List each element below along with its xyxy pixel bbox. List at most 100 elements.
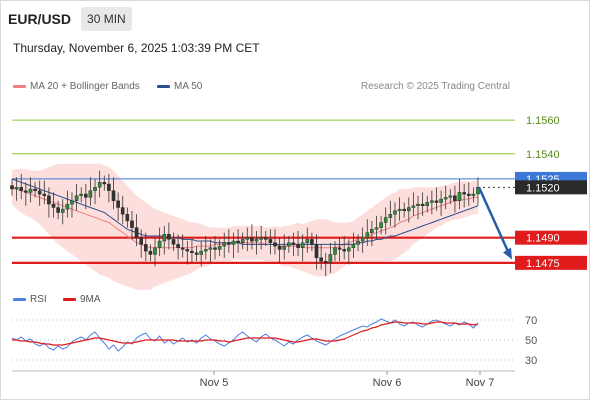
candle-body[interactable]	[240, 239, 245, 243]
candle-body[interactable]	[337, 247, 342, 250]
candle-body[interactable]	[443, 197, 448, 200]
candle-body[interactable]	[328, 254, 333, 264]
candle-body[interactable]	[153, 247, 157, 255]
timeframe-badge[interactable]: 30 MIN	[81, 7, 132, 31]
candle-body[interactable]	[180, 247, 185, 250]
candle-body[interactable]	[471, 193, 476, 196]
candle-body[interactable]	[434, 200, 439, 203]
candle-body[interactable]	[111, 190, 116, 201]
candle-body[interactable]	[70, 200, 74, 205]
candle-body[interactable]	[61, 208, 65, 213]
candle-body[interactable]	[222, 242, 227, 247]
candle-body[interactable]	[287, 242, 291, 247]
candle-body[interactable]	[14, 187, 19, 190]
candle-body[interactable]	[203, 249, 208, 252]
candle-body[interactable]	[360, 237, 365, 242]
candle-body[interactable]	[47, 195, 51, 205]
candle-body[interactable]	[416, 203, 420, 207]
candle-body[interactable]	[208, 247, 213, 250]
candle-body[interactable]	[254, 239, 259, 242]
candle-body[interactable]	[171, 239, 176, 245]
candle-body[interactable]	[402, 208, 407, 212]
candle-body[interactable]	[370, 229, 374, 233]
instrument-pair[interactable]: EUR/USD	[8, 11, 72, 27]
candle-body[interactable]	[28, 188, 33, 193]
candle-body[interactable]	[148, 250, 153, 255]
candle-body[interactable]	[116, 200, 120, 208]
candle-body[interactable]	[157, 240, 162, 248]
candle-body[interactable]	[231, 240, 236, 245]
candle-body[interactable]	[97, 182, 102, 188]
candle-body[interactable]	[314, 244, 319, 258]
candle-body[interactable]	[420, 203, 425, 207]
candle-body[interactable]	[379, 222, 383, 228]
candle-body[interactable]	[217, 245, 222, 250]
candle-body[interactable]	[268, 239, 273, 243]
candle-body[interactable]	[143, 244, 148, 252]
candle-body[interactable]	[213, 247, 217, 250]
candle-body[interactable]	[19, 187, 24, 191]
candle-body[interactable]	[310, 239, 314, 245]
candle-body[interactable]	[83, 193, 88, 198]
candle-body[interactable]	[407, 207, 411, 212]
candle-body[interactable]	[176, 244, 180, 248]
candle-body[interactable]	[383, 217, 388, 223]
candle-body[interactable]	[185, 249, 190, 252]
candle-body[interactable]	[356, 240, 360, 245]
candle-body[interactable]	[93, 187, 97, 191]
candle-body[interactable]	[107, 183, 111, 191]
candle-body[interactable]	[277, 245, 282, 250]
candle-body[interactable]	[236, 240, 240, 243]
candle-body[interactable]	[65, 203, 70, 210]
candle-body[interactable]	[120, 207, 125, 215]
candle-body[interactable]	[259, 237, 263, 240]
candle-body[interactable]	[319, 257, 323, 262]
candle-body[interactable]	[397, 208, 402, 212]
candle-body[interactable]	[102, 182, 107, 185]
candle-body[interactable]	[365, 232, 370, 238]
candle-body[interactable]	[448, 195, 453, 198]
candle-body[interactable]	[227, 242, 231, 245]
candle-body[interactable]	[88, 190, 93, 198]
candle-body[interactable]	[374, 227, 379, 230]
candle-body[interactable]	[33, 188, 37, 191]
candle-body[interactable]	[51, 203, 56, 208]
candle-body[interactable]	[430, 200, 434, 203]
candle-body[interactable]	[467, 193, 471, 196]
candle-body[interactable]	[462, 192, 467, 195]
candle-body[interactable]	[194, 252, 199, 255]
candle-body[interactable]	[323, 261, 328, 264]
candle-body[interactable]	[42, 193, 47, 196]
candle-body[interactable]	[453, 195, 457, 201]
candle-body[interactable]	[264, 237, 268, 240]
candle-body[interactable]	[273, 242, 277, 247]
candle-body[interactable]	[425, 202, 430, 206]
candle-body[interactable]	[24, 190, 28, 193]
candle-body[interactable]	[351, 244, 356, 248]
candle-body[interactable]	[79, 193, 83, 196]
candle-body[interactable]	[457, 192, 462, 201]
candle-body[interactable]	[333, 247, 337, 255]
candle-body[interactable]	[347, 247, 351, 252]
candle-body[interactable]	[388, 213, 393, 218]
candle-body[interactable]	[56, 207, 60, 213]
candle-body[interactable]	[342, 249, 347, 252]
candle-body[interactable]	[291, 242, 296, 245]
candle-body[interactable]	[411, 205, 416, 208]
candle-body[interactable]	[190, 250, 194, 254]
candle-body[interactable]	[245, 237, 250, 240]
candle-body[interactable]	[300, 242, 305, 248]
candle-body[interactable]	[393, 210, 397, 215]
candle-body[interactable]	[162, 234, 167, 242]
candle-body[interactable]	[139, 237, 144, 245]
candle-body[interactable]	[250, 237, 254, 242]
candle-body[interactable]	[10, 185, 14, 190]
candle-body[interactable]	[134, 227, 139, 238]
candle-body[interactable]	[305, 239, 310, 243]
candle-body[interactable]	[130, 220, 134, 228]
candle-body[interactable]	[167, 234, 171, 240]
candle-body[interactable]	[74, 195, 79, 201]
candle-body[interactable]	[282, 245, 287, 250]
candle-body[interactable]	[199, 250, 204, 255]
